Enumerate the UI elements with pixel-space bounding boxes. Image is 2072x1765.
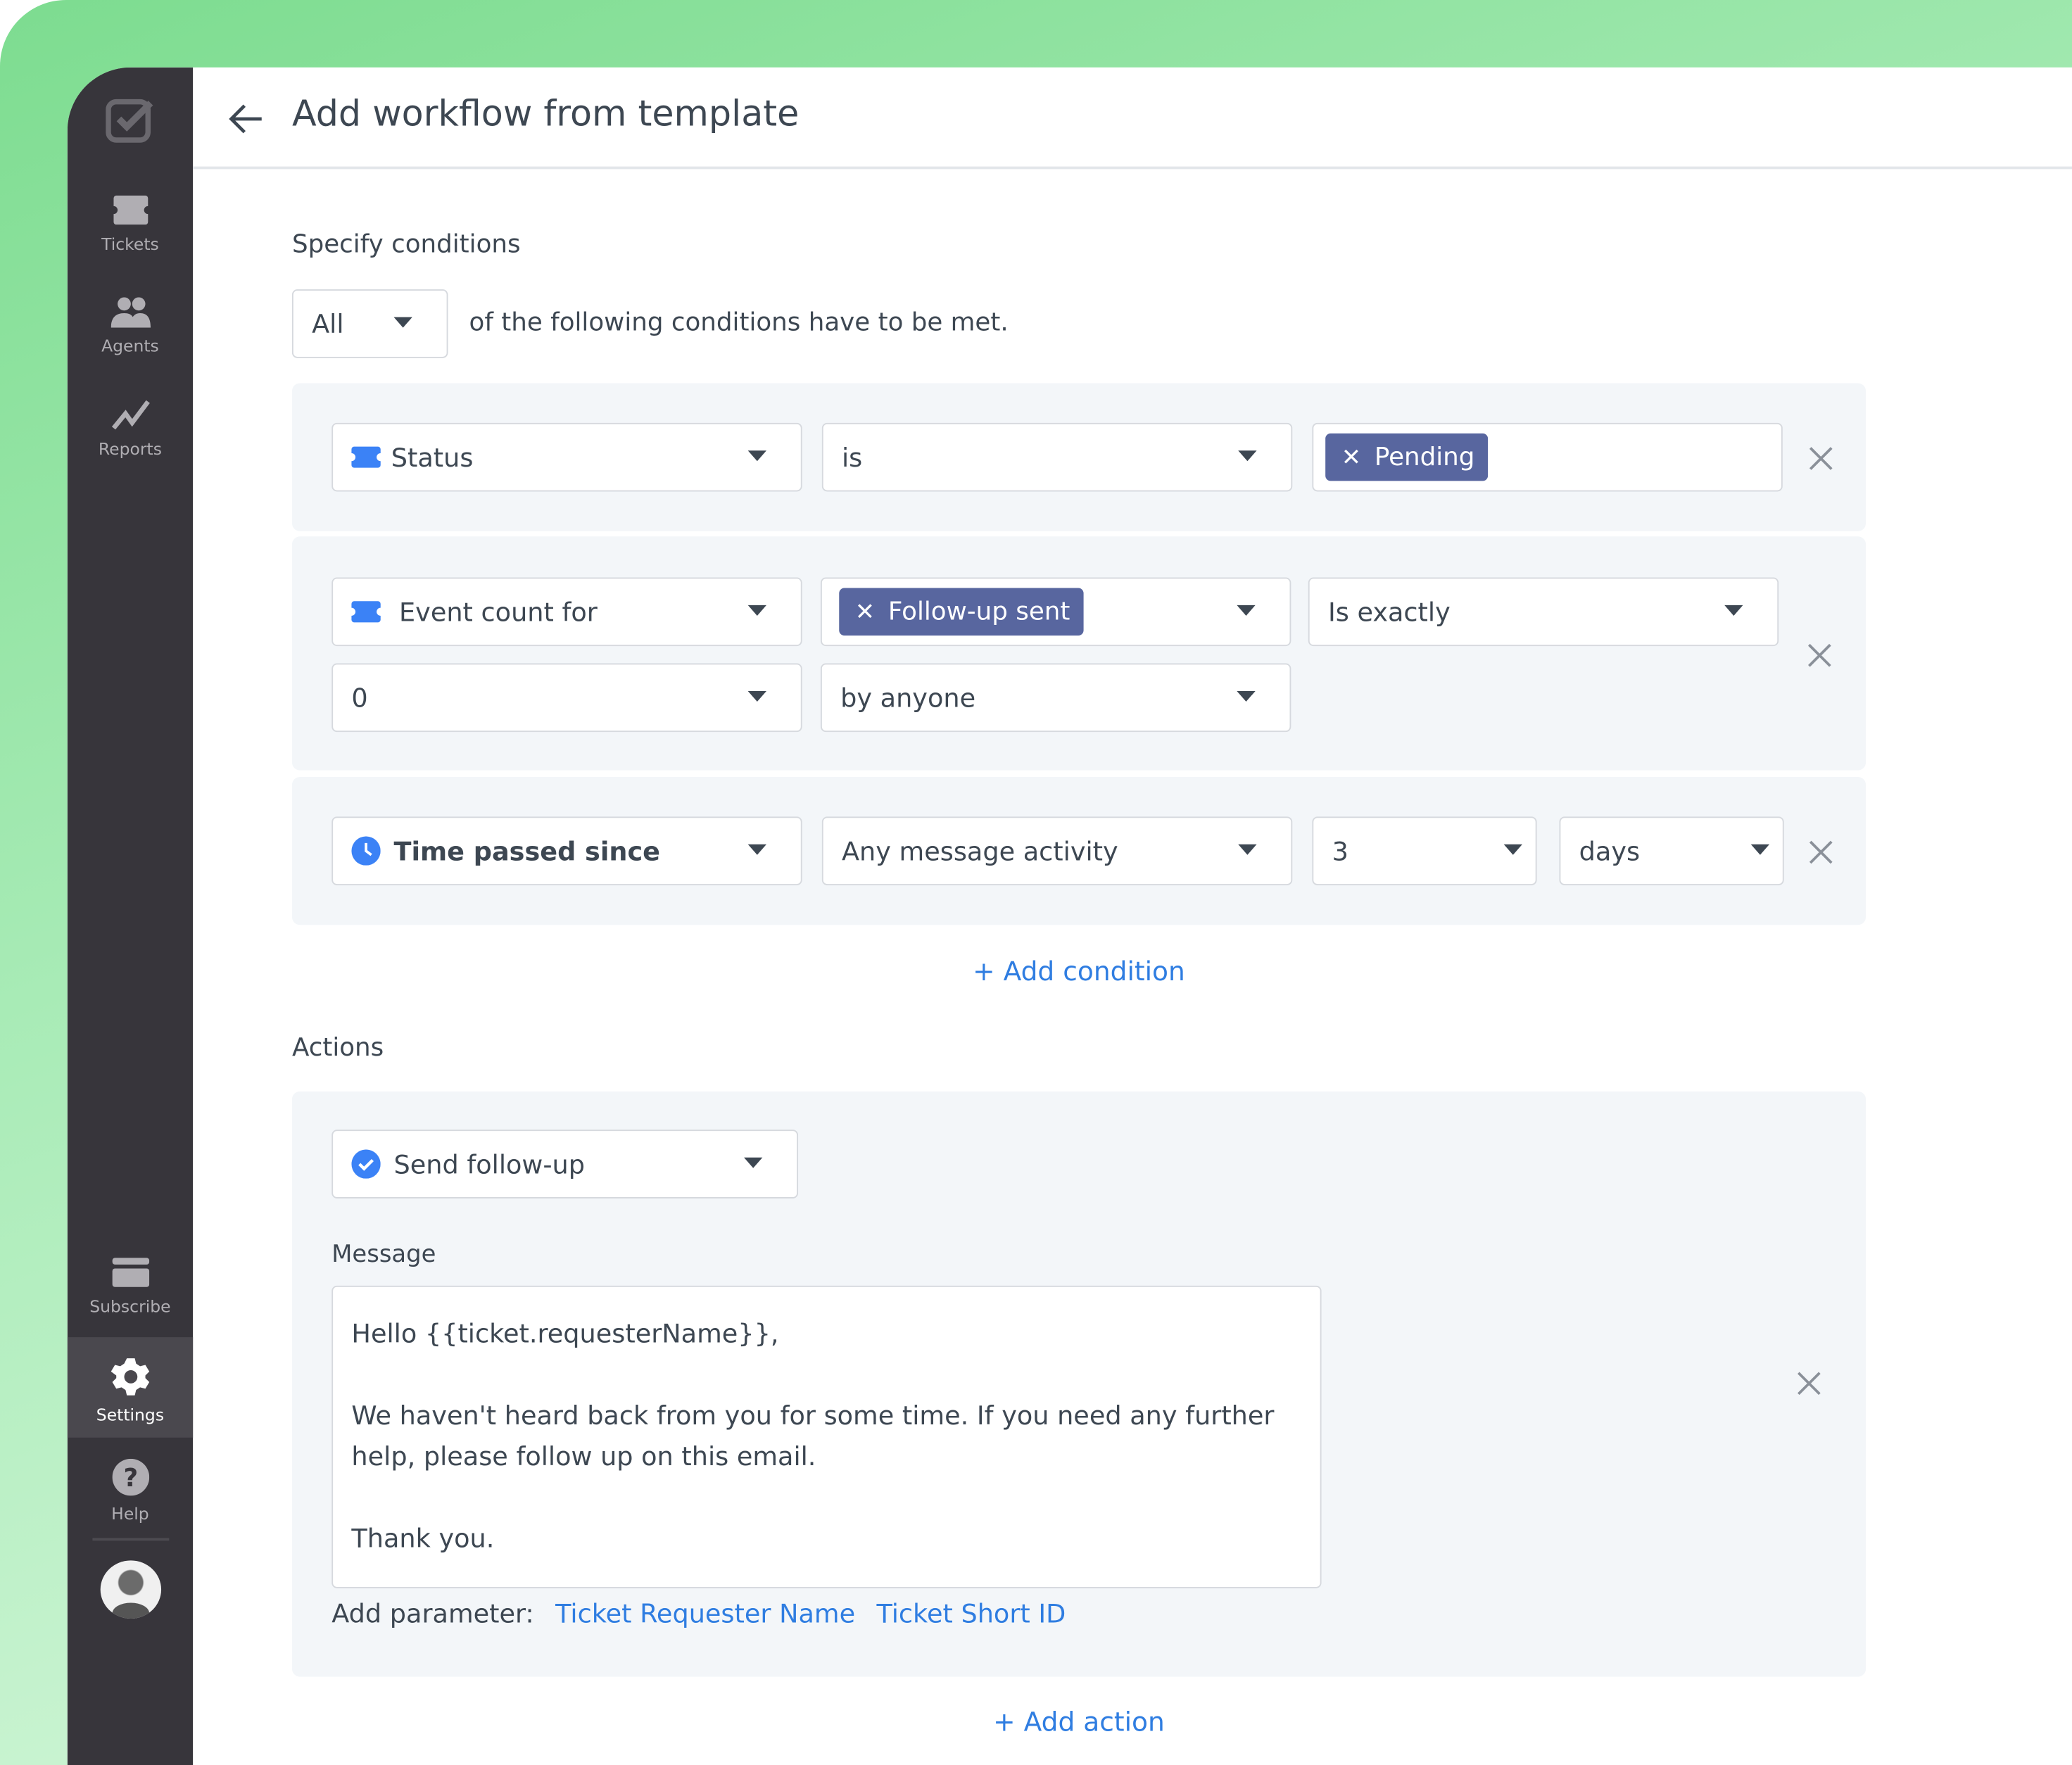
gear-icon xyxy=(110,1358,149,1396)
agents-icon xyxy=(110,297,151,328)
page-header: Add workflow from template xyxy=(193,68,2072,170)
actor-value: by anyone xyxy=(840,682,976,713)
clock-icon xyxy=(351,836,381,866)
comparison-select[interactable]: Is exactly xyxy=(1308,577,1779,647)
field-value: Event count for xyxy=(399,596,598,627)
parameter-link-short-id[interactable]: Ticket Short ID xyxy=(876,1598,1066,1630)
match-select-value: All xyxy=(312,308,344,339)
chevron-down-icon xyxy=(1724,605,1743,616)
tag-label: Follow-up sent xyxy=(887,597,1070,626)
page-title: Add workflow from template xyxy=(291,94,800,135)
main-content: Add workflow from template Specify condi… xyxy=(193,68,2072,1765)
field-value: Time passed since xyxy=(393,835,661,866)
sidebar-item-label: Help xyxy=(111,1503,149,1524)
avatar[interactable] xyxy=(100,1560,162,1619)
condition-row: Event count for ✕ Follow-up sent Is exact… xyxy=(291,536,1866,771)
sidebar-item-label: Tickets xyxy=(101,234,159,254)
chevron-down-icon xyxy=(1237,605,1256,616)
ticket-icon xyxy=(113,195,148,225)
sidebar-divider xyxy=(92,1538,170,1541)
chevron-down-icon xyxy=(1237,690,1256,702)
svg-text:?: ? xyxy=(123,1464,138,1493)
unit-value: days xyxy=(1579,835,1641,866)
chart-line-icon xyxy=(110,400,149,430)
sidebar-item-label: Settings xyxy=(96,1404,165,1424)
help-icon: ? xyxy=(111,1458,149,1496)
sidebar-item-settings[interactable]: Settings xyxy=(67,1337,194,1438)
chevron-down-icon xyxy=(1238,450,1257,462)
add-action-link[interactable]: + Add action xyxy=(292,1706,1866,1738)
field-select[interactable]: Status xyxy=(331,422,802,492)
sidebar: Tickets Agents Reports Subscribe Setting… xyxy=(67,67,194,1765)
field-select[interactable]: Event count for xyxy=(331,577,802,647)
remove-condition-icon[interactable] xyxy=(1805,836,1837,868)
event-tag: ✕ Follow-up sent xyxy=(839,588,1084,636)
field-select[interactable]: Time passed since xyxy=(331,816,802,885)
count-select[interactable]: 0 xyxy=(331,663,802,733)
sidebar-item-subscribe[interactable]: Subscribe xyxy=(68,1257,193,1316)
chevron-down-icon xyxy=(1503,844,1522,855)
sidebar-item-tickets[interactable]: Tickets xyxy=(68,194,193,253)
conditions-heading: Specify conditions xyxy=(291,229,521,259)
logo-icon xyxy=(106,99,153,143)
condition-row: Time passed since Any message activity 3… xyxy=(291,776,1866,925)
ticket-icon xyxy=(347,601,385,623)
message-textarea[interactable]: Hello {{ticket.requesterName}}, We haven… xyxy=(331,1285,1322,1588)
field-value: Status xyxy=(391,442,474,473)
sidebar-item-label: Reports xyxy=(98,438,162,459)
back-arrow-icon[interactable] xyxy=(226,99,265,139)
operator-value: is xyxy=(841,442,863,473)
chevron-down-icon xyxy=(747,450,766,462)
value-tag: ✕ Pending xyxy=(1325,433,1489,481)
tag-label: Pending xyxy=(1374,442,1475,472)
add-parameter-label: Add parameter: xyxy=(331,1598,534,1630)
sidebar-item-label: Subscribe xyxy=(89,1296,171,1317)
action-select[interactable]: Send follow-up xyxy=(331,1130,799,1198)
event-select[interactable]: ✕ Follow-up sent xyxy=(820,577,1291,647)
remove-tag-icon[interactable]: ✕ xyxy=(1341,443,1362,472)
event-value: Any message activity xyxy=(841,835,1118,866)
sidebar-item-agents[interactable]: Agents xyxy=(68,296,193,355)
remove-action-icon[interactable] xyxy=(1793,1367,1825,1399)
chevron-down-icon xyxy=(393,317,412,328)
remove-tag-icon[interactable]: ✕ xyxy=(854,597,876,626)
action-value: Send follow-up xyxy=(393,1149,585,1179)
chevron-down-icon xyxy=(747,844,766,855)
add-condition-label: + Add condition xyxy=(973,955,1185,987)
chevron-down-icon xyxy=(747,690,766,702)
actor-select[interactable]: by anyone xyxy=(820,663,1291,733)
remove-condition-icon[interactable] xyxy=(1804,640,1836,671)
remove-condition-icon[interactable] xyxy=(1805,443,1837,474)
value-multiselect[interactable]: ✕ Pending xyxy=(1312,422,1783,492)
chevron-down-icon xyxy=(744,1157,763,1168)
condition-row: Status is ✕ Pending xyxy=(291,383,1866,531)
event-select[interactable]: Any message activity xyxy=(821,816,1293,885)
chevron-down-icon xyxy=(1238,844,1257,855)
ticket-icon xyxy=(347,446,385,468)
actions-heading: Actions xyxy=(291,1033,384,1063)
app-window: Tickets Agents Reports Subscribe Setting… xyxy=(67,67,2072,1765)
add-action-label: + Add action xyxy=(993,1705,1165,1738)
sidebar-item-label: Agents xyxy=(101,335,159,356)
message-label: Message xyxy=(331,1241,436,1269)
add-condition-link[interactable]: + Add condition xyxy=(292,955,1866,987)
add-parameter-row: Add parameter: Ticket Requester Name Tic… xyxy=(331,1599,1066,1629)
credit-card-icon xyxy=(111,1258,149,1287)
match-text: of the following conditions have to be m… xyxy=(469,308,1009,337)
chevron-down-icon xyxy=(747,605,766,616)
comparison-value: Is exactly xyxy=(1327,596,1451,627)
chevron-down-icon xyxy=(1750,844,1770,855)
amount-value: 3 xyxy=(1332,835,1348,866)
check-circle-icon xyxy=(351,1149,381,1179)
sidebar-item-help[interactable]: ? Help xyxy=(68,1458,193,1524)
sidebar-item-reports[interactable]: Reports xyxy=(68,399,193,459)
count-value: 0 xyxy=(351,682,368,713)
parameter-link-requester-name[interactable]: Ticket Requester Name xyxy=(555,1598,856,1630)
match-select[interactable]: All xyxy=(291,289,448,358)
operator-select[interactable]: is xyxy=(821,422,1293,492)
amount-select[interactable]: 3 xyxy=(1312,816,1537,885)
unit-select[interactable]: days xyxy=(1559,816,1784,885)
